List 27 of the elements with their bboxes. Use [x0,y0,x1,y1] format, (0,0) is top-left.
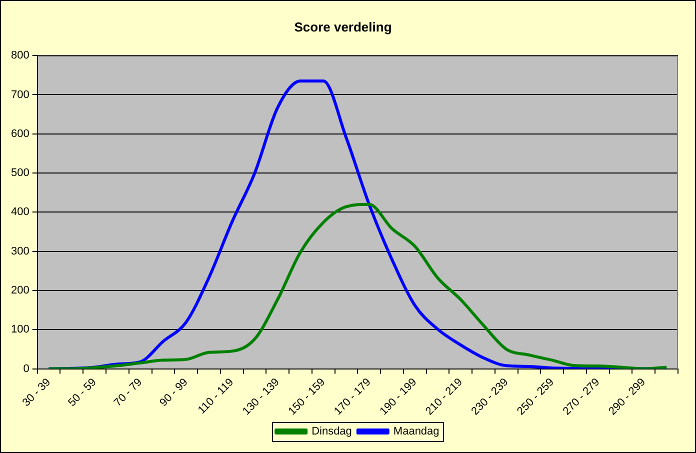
y-tick-label: 800 [10,50,30,62]
x-tick-label: 130 - 139 [240,376,282,418]
x-tick-label: 250 - 259 [515,376,556,418]
line-series [47,202,668,369]
x-tick-label: 230 - 239 [469,376,511,418]
y-tick-label: 100 [10,324,30,336]
x-tick-label: 50 - 59 [66,376,99,409]
x-tick-label: 110 - 119 [196,376,236,416]
x-tick-label: 170 - 179 [332,376,374,418]
y-tick-label: 200 [10,284,30,297]
chart-title: Score verdeling [294,19,392,34]
y-tick-label: 700 [10,88,30,101]
x-tick-label: 210 - 219 [424,376,465,418]
legend-label: Dinsdag [312,426,352,438]
y-tick-label: 600 [10,128,30,140]
x-tick-label: 270 - 279 [560,376,602,418]
y-tick-label: 0 [23,362,30,375]
x-tick-label: 90 - 99 [158,376,190,409]
y-tick-label: 300 [10,245,30,258]
x-tick-label: 290 - 299 [606,376,648,418]
x-tick-label: 190 - 199 [378,376,420,418]
x-tick-label: 150 - 159 [286,376,328,418]
x-tick-label: 70 - 79 [112,376,145,409]
x-tick-label: 30 - 39 [20,376,54,409]
y-tick-label: 500 [10,167,30,180]
legend-label: Maandag [393,426,440,438]
y-tick-label: 400 [10,206,30,218]
